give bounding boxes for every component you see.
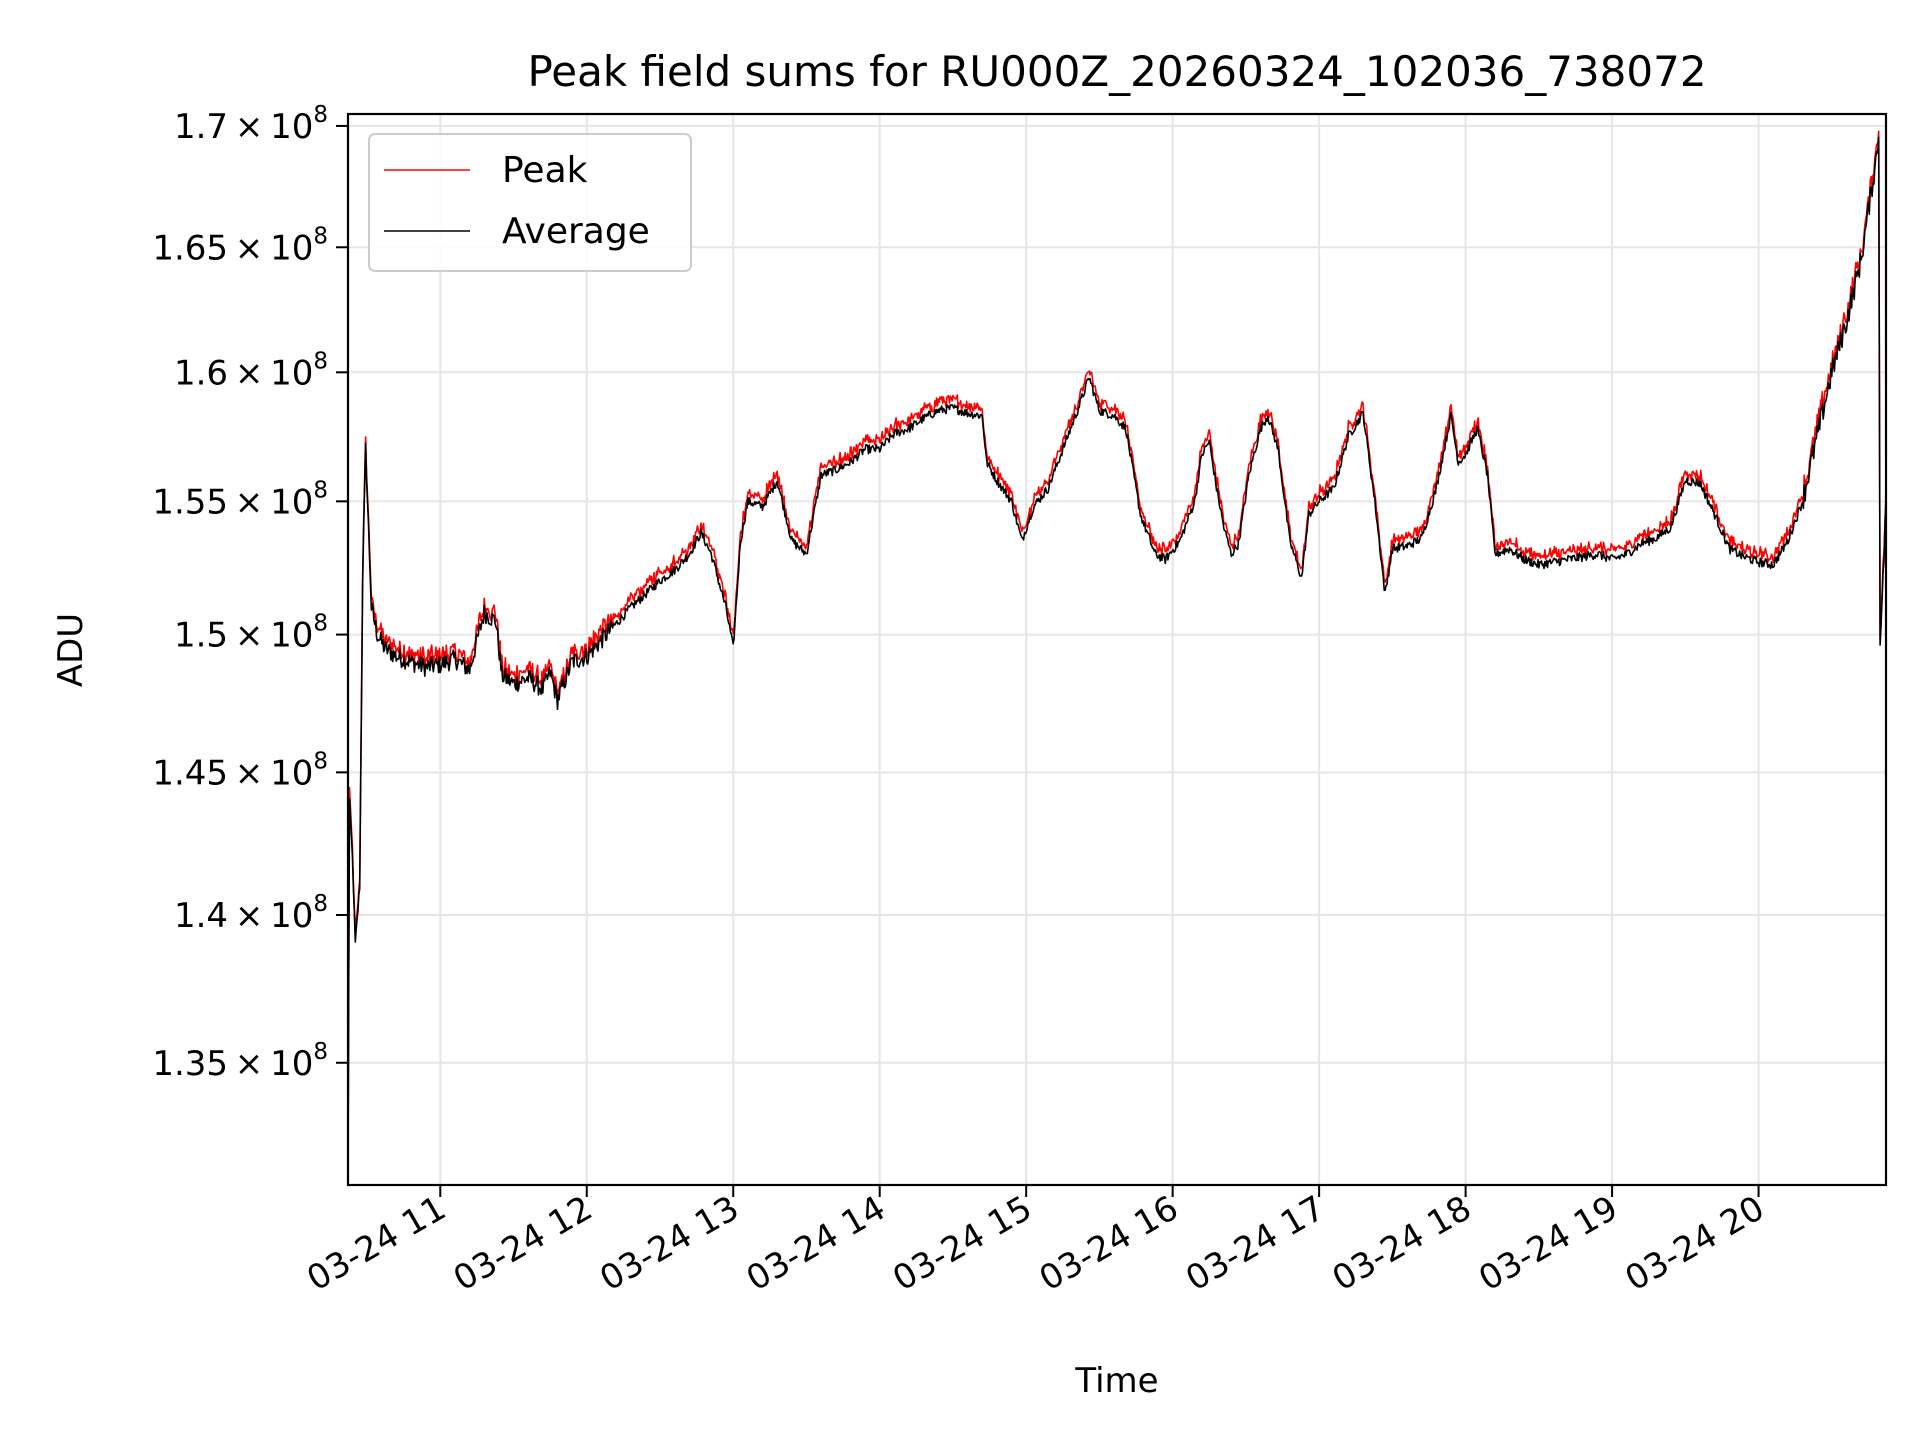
y-tick-label: 1.45 × 108 [152,748,328,793]
legend-label-peak: Peak [502,150,588,191]
y-tick-label: 1.5 × 108 [174,611,328,656]
plot-frame [346,112,1888,1187]
legend-label-average: Average [502,211,650,252]
y-axis: 1.35 × 108 1.4 × 108 1.45 × 108 1.5 × 108 1.… [152,102,348,1084]
series-line-average [348,136,1886,1184]
x-axis-label: Time [1074,1361,1158,1401]
series-lines [348,130,1886,1184]
y-tick-label: 1.7 × 108 [174,102,328,147]
y-tick-label: 1.4 × 108 [174,891,328,936]
y-axis-label: ADU [51,613,91,687]
y-tick-label: 1.55 × 108 [152,477,328,522]
legend: Peak Average [368,133,692,272]
y-tick-label: 1.6 × 108 [174,348,328,393]
chart-title: Peak field sums for RU000Z_20260324_1020… [527,47,1706,96]
y-tick-label: 1.65 × 108 [152,223,328,268]
grid [348,114,1886,1185]
y-tick-label: 1.35 × 108 [152,1039,328,1084]
legend-box [368,133,692,272]
